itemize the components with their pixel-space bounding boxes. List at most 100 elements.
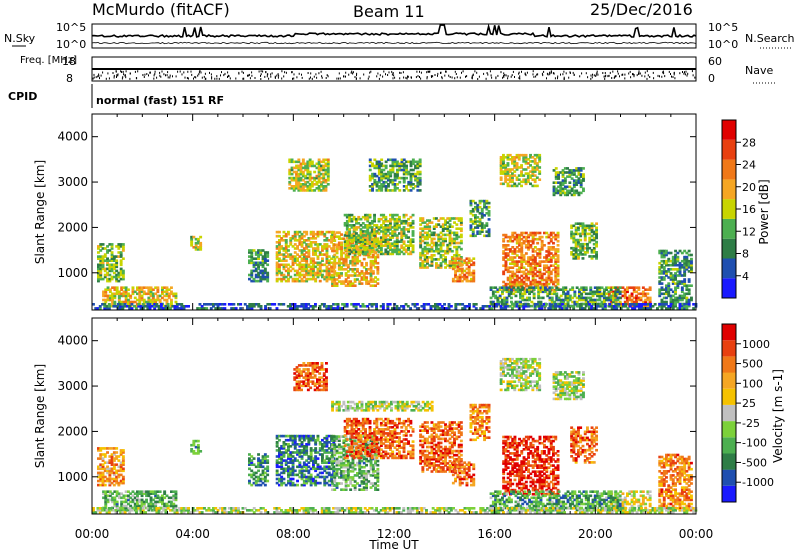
- echo-cell: [323, 232, 327, 236]
- echo-cell: [541, 288, 545, 291]
- echo-cell: [591, 290, 595, 294]
- echo-cell: [428, 249, 432, 253]
- echo-cell: [377, 170, 381, 174]
- echo-cell: [687, 263, 691, 267]
- nave-dot: [238, 72, 240, 75]
- echo-cell: [174, 296, 178, 300]
- echo-cell: [389, 170, 393, 174]
- nave-dot: [663, 72, 665, 75]
- echo-cell: [578, 290, 581, 294]
- echo-cell: [437, 266, 441, 269]
- echo-cell: [297, 160, 301, 164]
- echo-cell: [548, 290, 552, 294]
- echo-cell: [313, 178, 317, 182]
- echo-cell: [522, 272, 526, 276]
- echo-cell: [527, 278, 530, 282]
- echo-cell: [651, 305, 655, 308]
- echo-cell: [632, 290, 636, 294]
- echo-cell: [275, 307, 279, 310]
- echo-cell: [98, 305, 102, 308]
- echo-cell: [111, 302, 114, 306]
- echo-cell: [547, 268, 551, 272]
- echo-cell: [203, 307, 206, 310]
- echo-cell: [325, 267, 329, 271]
- echo-cell: [674, 274, 677, 277]
- echo-cell: [117, 279, 121, 283]
- nave-dot: [507, 77, 509, 80]
- echo-cell: [472, 273, 476, 277]
- nave-dot: [636, 74, 638, 77]
- echo-cell: [321, 263, 324, 267]
- echo-cell: [398, 219, 401, 223]
- echo-cell: [522, 280, 526, 284]
- echo-cell: [380, 189, 384, 192]
- echo-cell: [299, 164, 303, 168]
- echo-cell: [511, 176, 514, 179]
- echo-cell: [333, 239, 337, 242]
- echo-cell: [685, 284, 689, 287]
- nave-dot: [611, 77, 613, 79]
- echo-cell: [196, 246, 200, 249]
- echo-cell: [441, 260, 445, 263]
- echo-cell: [547, 278, 551, 282]
- echo-cell: [538, 272, 542, 276]
- echo-cell: [320, 164, 323, 168]
- echo-cell: [384, 248, 388, 252]
- echo-cell: [292, 166, 296, 170]
- echo-cell: [199, 241, 203, 245]
- echo-cell: [526, 178, 530, 181]
- echo-cell: [513, 284, 517, 288]
- echo-cell: [637, 288, 641, 291]
- nave-dot: [161, 70, 163, 73]
- echo-cell: [393, 183, 397, 186]
- echo-cell: [409, 168, 413, 172]
- echo-cell: [345, 215, 349, 219]
- echo-cell: [308, 158, 312, 162]
- echo-cell: [302, 247, 306, 250]
- echo-cell: [282, 253, 286, 256]
- nave-dot: [248, 73, 250, 76]
- echo-cell: [170, 300, 173, 304]
- echo-cell: [348, 230, 352, 233]
- echo-cell: [441, 237, 445, 241]
- echo-cell: [646, 296, 650, 300]
- echo-cell: [589, 296, 593, 300]
- echo-cell: [524, 178, 528, 181]
- echo-cell: [163, 298, 167, 302]
- echo-cell: [465, 275, 469, 279]
- echo-cell: [559, 185, 563, 189]
- echo-cell: [345, 240, 349, 243]
- echo-cell: [287, 230, 290, 234]
- echo-cell: [409, 238, 413, 241]
- nave-dot: [632, 73, 634, 76]
- echo-cell: [607, 294, 611, 298]
- echo-cell: [323, 263, 327, 267]
- echo-cell: [453, 221, 456, 224]
- nave-dot: [298, 72, 300, 75]
- echo-cell: [454, 303, 458, 306]
- echo-cell: [414, 164, 417, 168]
- echo-cell: [313, 189, 317, 192]
- echo-cell: [384, 232, 388, 235]
- echo-cell: [569, 305, 573, 308]
- echo-cell: [364, 213, 367, 217]
- echo-cell: [340, 280, 343, 283]
- echo-cell: [252, 263, 256, 267]
- echo-cell: [572, 193, 576, 197]
- nave-dot: [572, 71, 574, 74]
- echo-cell: [411, 183, 415, 186]
- echo-cell: [547, 246, 551, 249]
- echo-cell: [444, 266, 447, 269]
- echo-cell: [340, 251, 343, 255]
- echo-cell: [552, 187, 556, 191]
- echo-cell: [554, 272, 558, 276]
- echo-cell: [504, 248, 508, 251]
- echo-cell: [687, 303, 691, 306]
- nave-dot: [165, 74, 166, 77]
- echo-cell: [580, 296, 584, 300]
- echo-cell: [373, 244, 376, 247]
- echo-cell: [616, 296, 620, 300]
- echo-cell: [458, 263, 462, 267]
- echo-cell: [547, 266, 551, 269]
- echo-cell: [344, 263, 348, 267]
